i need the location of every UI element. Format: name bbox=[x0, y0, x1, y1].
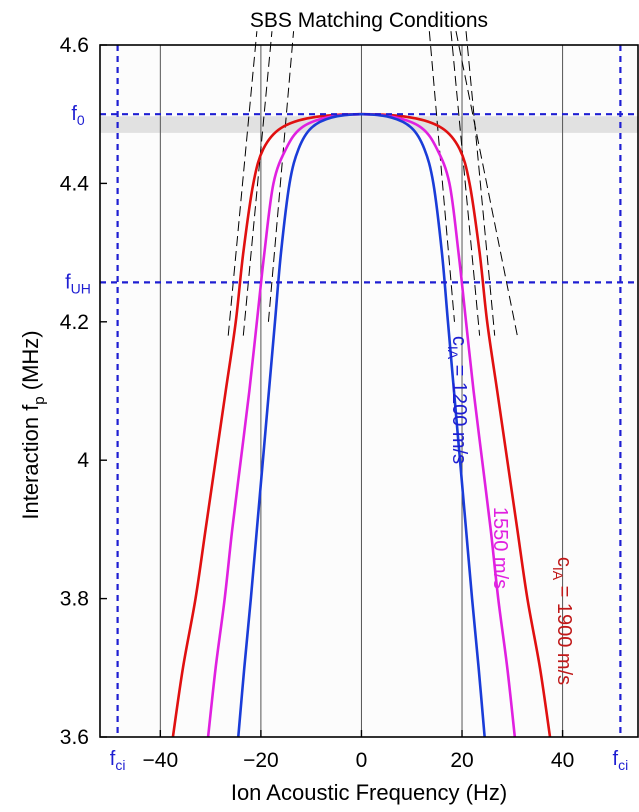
x-tick-label-3: 20 bbox=[450, 749, 473, 772]
y-axis-label: Interaction fp (MHz) bbox=[18, 330, 48, 519]
y-tick-label-0: 3.6 bbox=[60, 726, 89, 749]
ref-label-ci: fci bbox=[110, 748, 126, 773]
ref-label-UH: fUH bbox=[65, 271, 91, 296]
series-layer bbox=[171, 112, 552, 738]
plot-border bbox=[99, 44, 639, 738]
x-tick-label-2: 0 bbox=[356, 749, 368, 772]
asymptote-line-1 bbox=[227, 31, 258, 336]
y-axis-label-unit: (MHz) bbox=[18, 330, 43, 396]
plot-area bbox=[100, 45, 638, 737]
asymptote-line-5 bbox=[450, 31, 481, 336]
x-tick-label-4: 40 bbox=[551, 749, 574, 772]
y-tick-label-3: 4.2 bbox=[60, 311, 89, 334]
y-axis-label-main: Interaction f bbox=[18, 404, 43, 520]
ref-label-0: f0 bbox=[71, 103, 85, 128]
tick-labels: 3.6 3.8 4 4.2 4.4 4.6 −40 −20 0 20 40 bbox=[60, 34, 574, 772]
x-axis-label: Ion Acoustic Frequency (Hz) bbox=[231, 780, 507, 805]
dashed-asymptotes bbox=[227, 31, 518, 336]
x-tick-label-0: −40 bbox=[143, 749, 179, 772]
curve-label-2: 1550 m/s bbox=[489, 507, 511, 589]
curve-labels: cIA = 1200 m/s 1550 m/s cIA = 1900 m/s bbox=[445, 336, 575, 685]
asymptote-line-4 bbox=[428, 31, 455, 322]
y-tick-label-2: 4 bbox=[77, 449, 89, 472]
y-tick-label-4: 4.4 bbox=[60, 172, 90, 195]
y-tick-label-5: 4.6 bbox=[60, 34, 89, 57]
shaded-band-layer bbox=[100, 116, 638, 133]
asymptote-line-2 bbox=[242, 31, 273, 336]
ref-label-ci: fci bbox=[613, 748, 629, 773]
vertical-gridlines bbox=[159, 45, 564, 737]
asymptote-line-7 bbox=[455, 31, 518, 336]
reference-lines: f0 fUH fci fci bbox=[65, 45, 638, 773]
x-tick-label-1: −20 bbox=[243, 749, 279, 772]
plot-frame bbox=[99, 44, 639, 738]
plot-background bbox=[100, 45, 638, 737]
y-axis-label-sub: p bbox=[31, 396, 48, 404]
shaded-band bbox=[100, 116, 638, 133]
curve-label-1: cIA = 1200 m/s bbox=[445, 336, 470, 464]
y-tick-label-1: 3.8 bbox=[60, 588, 89, 611]
asymptote-line-3 bbox=[267, 31, 295, 322]
series-curve-3 bbox=[236, 112, 486, 738]
chart-title: SBS Matching Conditions bbox=[250, 9, 488, 32]
curve-label-3: cIA = 1900 m/s bbox=[550, 557, 575, 685]
asymptote-line-6 bbox=[465, 31, 496, 336]
